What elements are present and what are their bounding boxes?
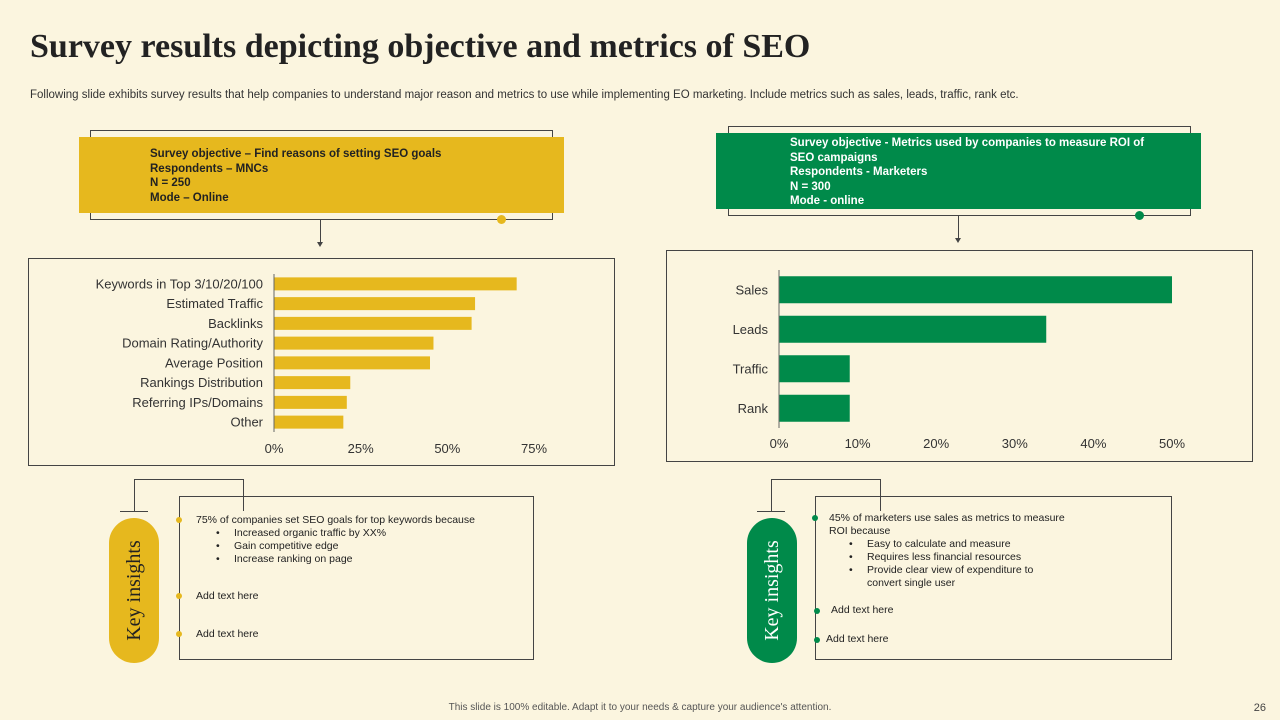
page-number: 26 [1253,702,1266,714]
right-insights-box: 45% of marketers use sales as metrics to… [812,496,1172,660]
left-insight-main-text: 75% of companies set SEO goals for top k… [196,514,475,526]
left-chart-tick-label: 75% [521,441,547,456]
left-chart-frame: Keywords in Top 3/10/20/100 Estimated Tra… [28,258,615,466]
page-title: Survey results depicting objective and m… [30,28,811,65]
right-chart-tick-label: 30% [1002,436,1028,451]
page-subtitle: Following slide exhibits survey results … [30,89,1019,101]
right-insight-bracket-foot [757,511,785,512]
right-objective-line: Survey objective - Metrics used by compa… [790,137,1145,149]
right-objective-dot [1135,211,1144,220]
left-chart-bar [274,415,344,429]
right-chart-frame: Sales Leads Traffic Rank 0% 10% 20% 30% 40% 50% [666,250,1253,462]
left-chart-category-label: Average Position [165,355,263,370]
left-insight-dot [176,517,182,523]
left-insight-bullet: Increased organic traffic by XX% [216,527,475,540]
left-chart-bar [274,376,351,390]
right-insight-extra: Add text here [826,633,889,645]
right-chart-bar [779,315,1047,343]
left-chart-category-label: Domain Rating/Authority [122,336,263,351]
left-connector-line [320,220,321,242]
left-objective-line: Mode – Online [150,191,229,204]
left-chart-bar [274,297,476,311]
left-chart-bar [274,356,430,370]
right-insight-bullet: Provide clear view of expenditure to [849,564,1065,577]
left-objective-line: Survey objective – Find reasons of setti… [150,148,442,160]
left-insight-dot [176,631,182,637]
left-objective-line: Respondents – MNCs [150,162,269,175]
left-chart-category-label: Backlinks [208,316,263,331]
right-insight-dot [814,608,820,614]
left-chart-tick-label: 0% [265,441,284,456]
right-key-insights-label: Key insights [760,540,783,641]
right-connector-arrow [955,238,961,243]
left-chart-category-label: Rankings Distribution [140,375,263,390]
right-insight-main-line: 45% of marketers use sales as metrics to… [829,512,1065,524]
right-chart-category-label: Traffic [733,361,769,376]
left-chart-bar [274,316,472,330]
left-bar-chart: Keywords in Top 3/10/20/100 Estimated Tra… [96,274,547,456]
right-chart-tick-label: 50% [1159,436,1185,451]
left-connector-arrow [317,242,323,247]
left-insight-dot [176,593,182,599]
right-objective-line: SEO campaigns [790,151,878,164]
left-chart-bar [274,277,517,291]
left-insight-bullet: Increase ranking on page [216,553,475,566]
right-insight-bullet-cont: convert single user [867,577,956,589]
right-bar-chart: Sales Leads Traffic Rank 0% 10% 20% 30% 40% 50% [733,270,1185,451]
right-chart-category-label: Rank [738,401,769,416]
left-objective-line: N = 250 [150,177,191,189]
right-insight-bracket [771,479,881,511]
right-objective-box: Survey objective - Metrics used by compa… [716,133,1201,209]
left-insight-bracket-foot [120,511,148,512]
right-connector-line [958,216,959,238]
right-chart-tick-label: 20% [923,436,949,451]
right-objective-line: Mode - online [790,195,865,207]
right-insight-dot [812,515,818,521]
right-insight-bullet: Easy to calculate and measure [849,538,1065,551]
right-insight-bullet: Requires less financial resources [849,551,1065,564]
left-key-insights-pill: Key insights [109,518,159,663]
right-insight-bullets: Easy to calculate and measure Requires l… [829,538,1065,577]
right-objective-line: Respondents - Marketers [790,166,928,178]
left-insight-bracket [134,479,244,511]
right-chart-tick-label: 40% [1080,436,1106,451]
left-chart-category-label: Referring IPs/Domains [132,395,263,410]
footer-note: This slide is 100% editable. Adapt it to… [448,702,832,713]
left-insights-box: 75% of companies set SEO goals for top k… [176,496,534,660]
right-chart-tick-label: 10% [845,436,871,451]
left-chart-category-label: Estimated Traffic [166,296,263,311]
right-insight-dot [814,637,820,643]
right-chart-bar [779,355,850,383]
left-chart-bar [274,336,434,350]
right-chart-bar [779,276,1172,304]
left-insight-bullet: Gain competitive edge [216,540,475,553]
right-chart-category-label: Sales [735,282,768,297]
right-key-insights-pill: Key insights [747,518,797,663]
left-chart-bar [274,395,347,409]
left-objective-box: Survey objective – Find reasons of setti… [79,137,564,213]
right-chart-category-label: Leads [733,322,769,337]
left-chart-category-label: Keywords in Top 3/10/20/100 [96,276,263,291]
right-insight-extra: Add text here [831,604,894,616]
left-insight-extra: Add text here [196,628,259,640]
left-insight-main: 75% of companies set SEO goals for top k… [196,514,475,566]
right-objective-line: N = 300 [790,180,831,193]
left-objective-dot [497,215,506,224]
left-insight-bullets: Increased organic traffic by XX% Gain co… [196,527,475,566]
right-insight-main-line: ROI because [829,525,891,537]
right-chart-bar [779,394,850,422]
left-key-insights-label: Key insights [122,540,145,641]
right-insight-main: 45% of marketers use sales as metrics to… [829,512,1065,590]
right-chart-tick-label: 0% [770,436,789,451]
left-chart-category-label: Other [230,415,263,430]
left-insight-extra: Add text here [196,590,259,602]
left-chart-tick-label: 50% [434,441,460,456]
left-chart-tick-label: 25% [348,441,374,456]
